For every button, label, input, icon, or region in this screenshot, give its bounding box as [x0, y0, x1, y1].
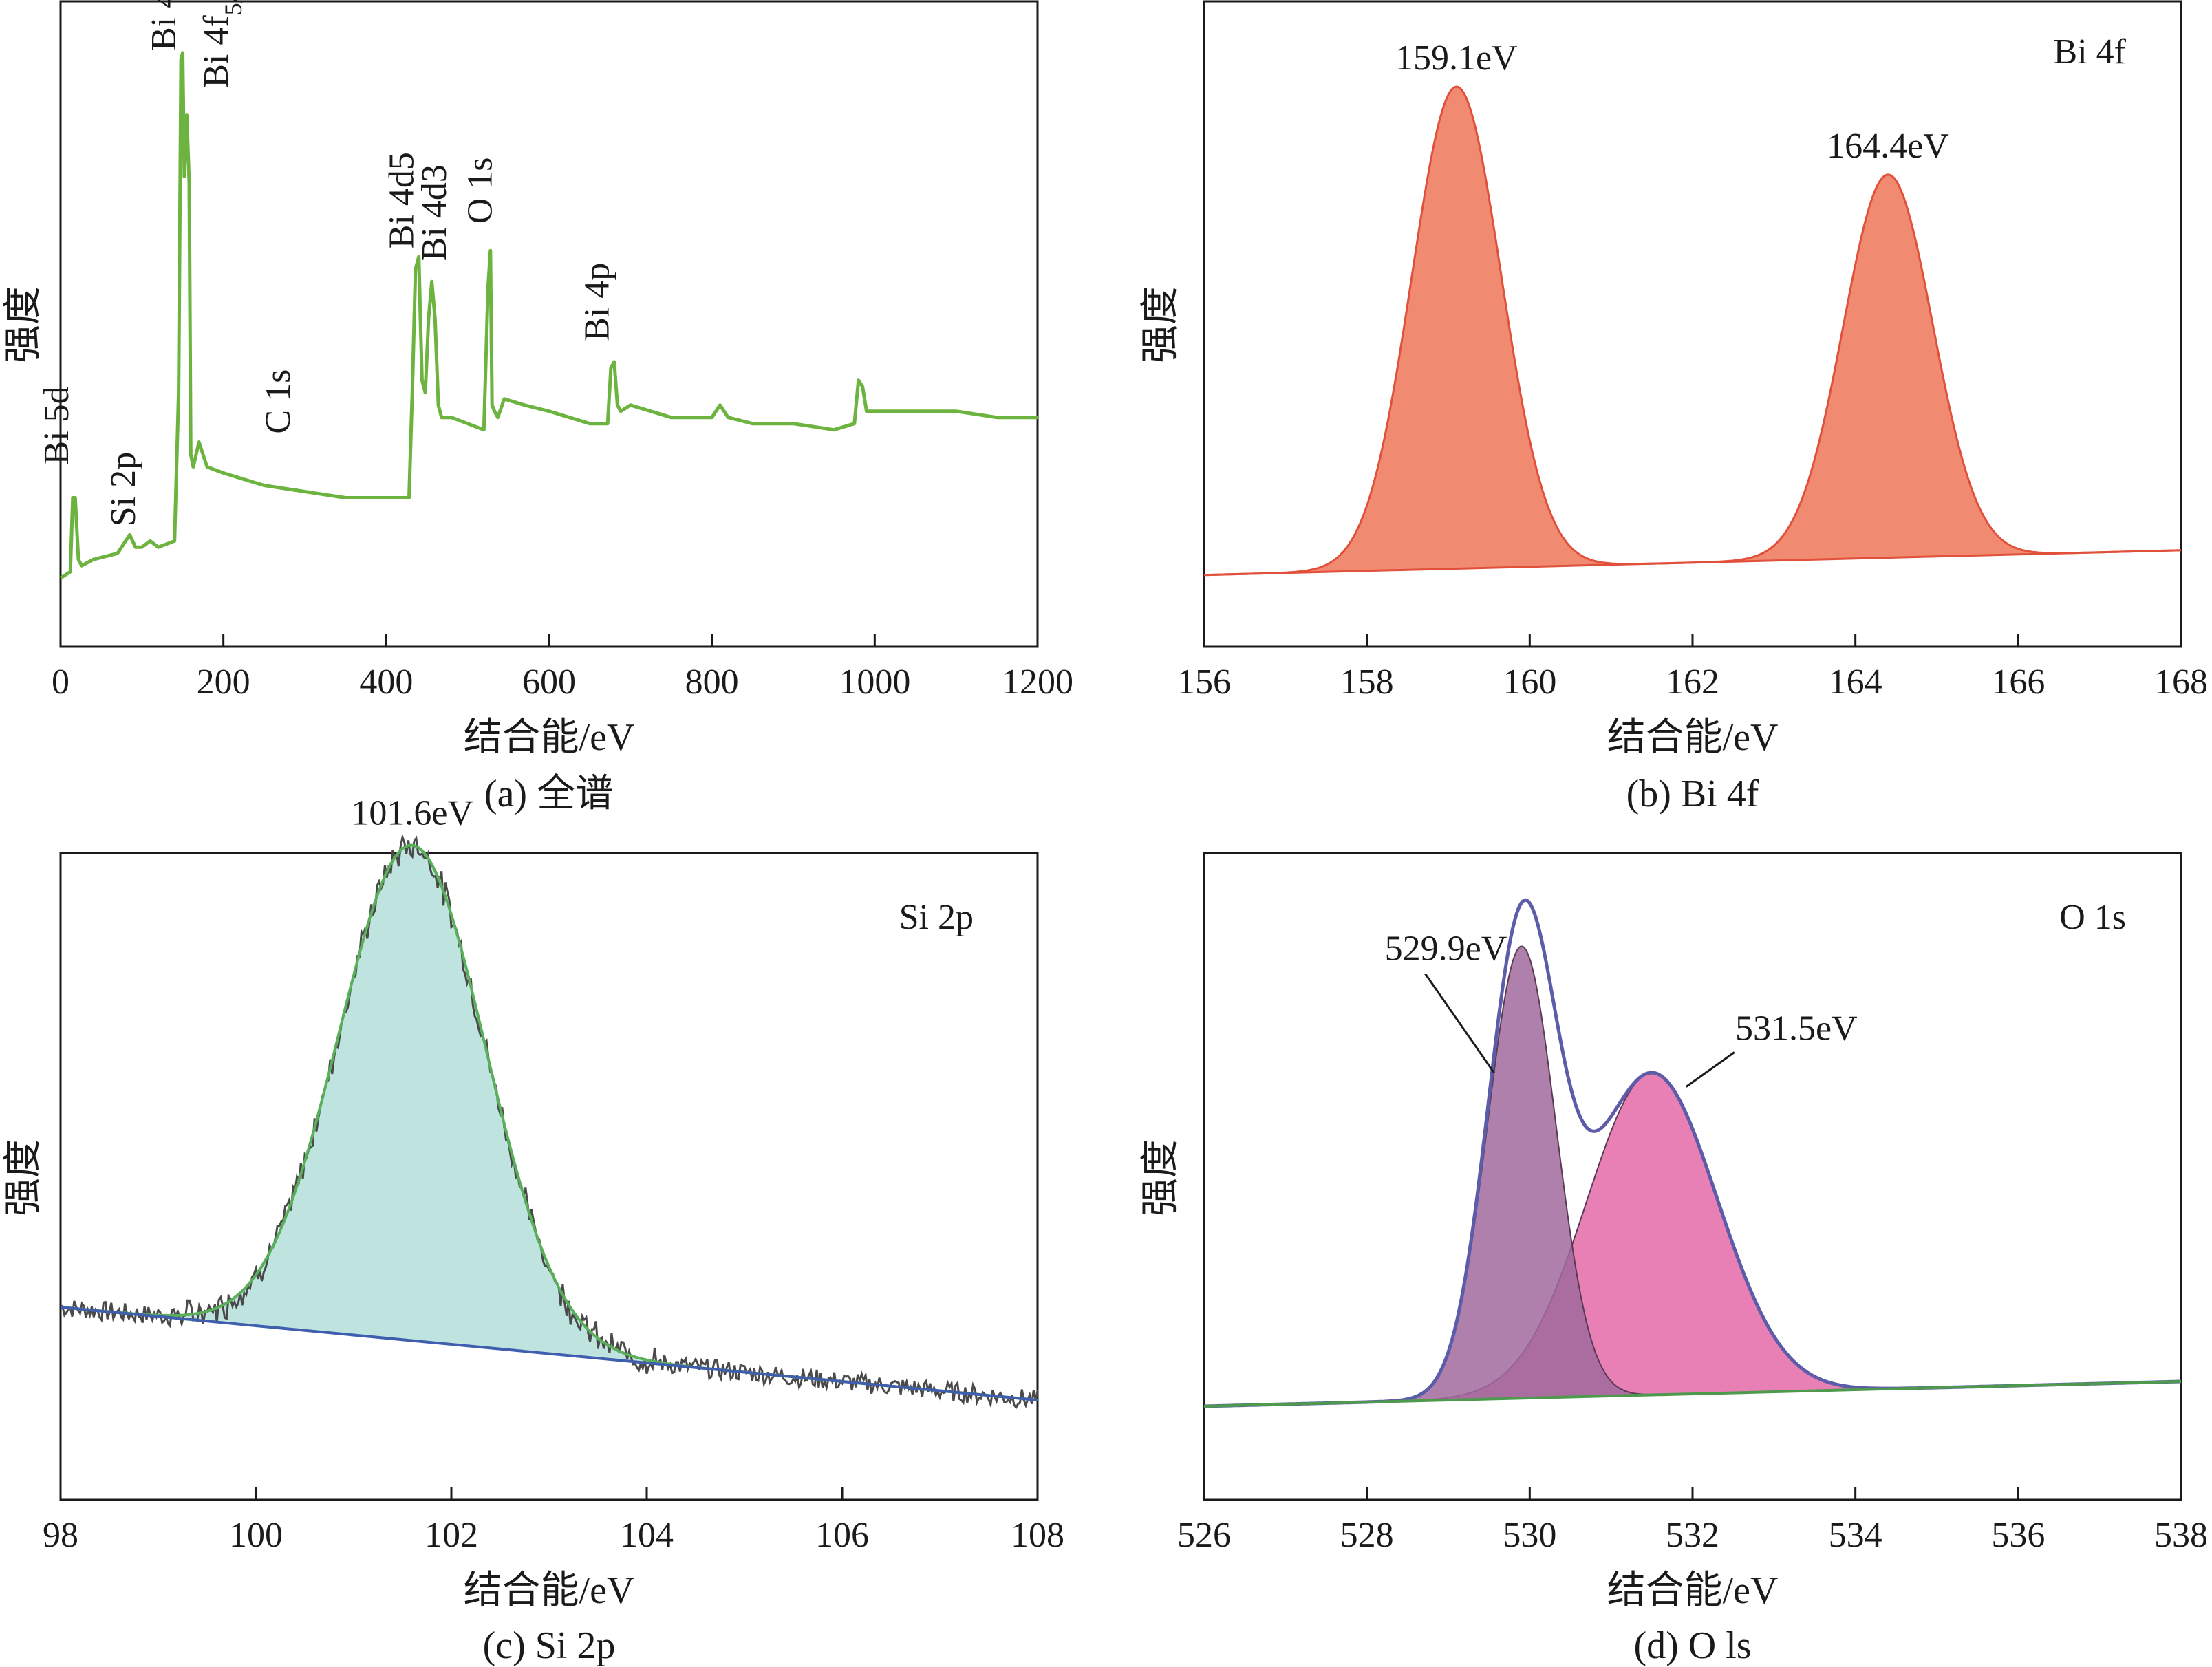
baseline-line	[1203, 549, 2182, 577]
peak-annotations: 101.6eV	[351, 794, 473, 833]
x-tick-label: 538	[2154, 1516, 2208, 1555]
leader-line	[1424, 973, 1495, 1074]
baseline-line	[1203, 1380, 2182, 1408]
panel-c-si2p: 98 100 102 104 106 108 101.6eV Si 2p 强度 结合能/e…	[2, 794, 1064, 1667]
y-axis-label: 强度	[1139, 1139, 1182, 1216]
peak-label: Bi 4f1/2	[144, 0, 195, 51]
x-tick-label: 100	[229, 1516, 283, 1555]
x-tick-label: 162	[1666, 663, 1719, 702]
peak-label: Bi 4d5	[383, 152, 422, 248]
x-axis-label: 结合能/eV	[464, 1569, 635, 1612]
peak-label: Bi 4p	[578, 263, 617, 341]
plot-marks	[59, 51, 1038, 580]
peak-label: 529.9eV	[1385, 929, 1507, 968]
x-tick-label: 800	[685, 663, 739, 702]
peak-label: O 1s	[460, 158, 500, 224]
peak-label: Bi 4d3	[415, 164, 454, 261]
x-tick-label: 0	[52, 663, 69, 702]
y-axis-label: 强度	[2, 286, 45, 363]
y-axis-label: 强度	[2, 1139, 45, 1216]
x-tick-label: 528	[1340, 1516, 1394, 1555]
x-tick-label: 106	[815, 1516, 869, 1555]
survey-spectrum-line	[59, 51, 1038, 580]
peak-area	[61, 845, 1038, 1400]
x-axis-ticks: 526 528 530 532 534 536 538	[1177, 1487, 2208, 1555]
peak-label: 159.1eV	[1395, 39, 1518, 78]
x-tick-label: 108	[1011, 1516, 1064, 1555]
peak-label: 164.4eV	[1827, 127, 1949, 166]
panel-b-bi4f: 156 158 160 162 164 166 168 159.1eV 164.4eV Bi …	[1139, 0, 2208, 815]
peak-annotations: 159.1eV 164.4eV	[1395, 39, 1949, 166]
plot-frame	[59, 0, 1039, 648]
x-tick-label: 166	[1991, 663, 2045, 702]
x-tick-label: 158	[1340, 663, 1394, 702]
x-axis-ticks: 98 100 102 104 106 108	[43, 1487, 1064, 1555]
peak-label: Bi 4f5/2	[197, 0, 247, 88]
peak-label: 531.5eV	[1735, 1009, 1858, 1048]
x-tick-label: 526	[1177, 1516, 1231, 1555]
component-area-531.5	[1203, 1072, 2182, 1407]
panel-corner-label: O 1s	[2059, 898, 2126, 937]
x-axis-ticks: 0 200 400 600 800 1000 1200	[52, 634, 1073, 702]
panel-caption: (a) 全谱	[484, 773, 614, 815]
leader-line	[1685, 1051, 1735, 1088]
panel-d-o1s: 526 528 530 532 534 536 538 529.9eV 531.5eV O 1…	[1139, 852, 2208, 1667]
peak-area-164.4	[1204, 174, 2181, 575]
x-tick-label: 530	[1503, 1516, 1556, 1555]
x-tick-label: 400	[359, 663, 413, 702]
x-tick-label: 534	[1829, 1516, 1882, 1555]
peak-label-subscript: 5/2	[219, 0, 247, 15]
plot-marks	[1203, 898, 2182, 1408]
panel-corner-label: Bi 4f	[2054, 32, 2127, 72]
x-tick-label: 104	[620, 1516, 674, 1555]
peak-annotations: 529.9eV 531.5eV	[1385, 929, 1858, 1088]
x-tick-label: 1000	[839, 663, 910, 702]
x-tick-label: 98	[43, 1516, 78, 1555]
y-axis-label: 强度	[1139, 286, 1182, 363]
x-tick-label: 168	[2154, 663, 2208, 702]
panel-caption: (d) O ls	[1633, 1624, 1751, 1667]
plot-marks	[60, 833, 1039, 1410]
x-axis-label: 结合能/eV	[1607, 1569, 1779, 1612]
x-tick-label: 536	[1991, 1516, 2045, 1555]
plot-marks	[1203, 85, 2182, 577]
baseline-line	[60, 1306, 1038, 1401]
peak-label: Si 2p	[104, 452, 143, 526]
x-tick-label: 600	[522, 663, 576, 702]
panel-caption: (b) Bi 4f	[1626, 773, 1759, 815]
x-tick-label: 200	[197, 663, 250, 702]
panel-corner-label: Si 2p	[899, 898, 974, 937]
x-tick-label: 160	[1503, 663, 1556, 702]
peak-label: 101.6eV	[351, 794, 473, 833]
x-tick-label: 1200	[1002, 663, 1073, 702]
peak-area-159.1	[1204, 87, 2181, 575]
peak-label: C 1s	[259, 369, 298, 434]
panel-a-survey: 0 200 400 600 800 1000 1200 Bi 5d Si 2p Bi 4f1/2…	[2, 0, 1073, 815]
panel-caption: (c) Si 2p	[483, 1624, 616, 1667]
x-tick-label: 164	[1829, 663, 1882, 702]
x-tick-label: 156	[1177, 663, 1231, 702]
envelope-line	[1203, 85, 2182, 577]
x-tick-label: 102	[425, 1516, 478, 1555]
x-axis-ticks: 156 158 160 162 164 166 168	[1177, 634, 2208, 702]
x-tick-label: 532	[1666, 1516, 1719, 1555]
x-axis-label: 结合能/eV	[1607, 716, 1779, 759]
plot-frame	[59, 852, 1039, 1501]
peak-label: Bi 5d	[37, 386, 76, 464]
x-axis-label: 结合能/eV	[464, 716, 635, 759]
